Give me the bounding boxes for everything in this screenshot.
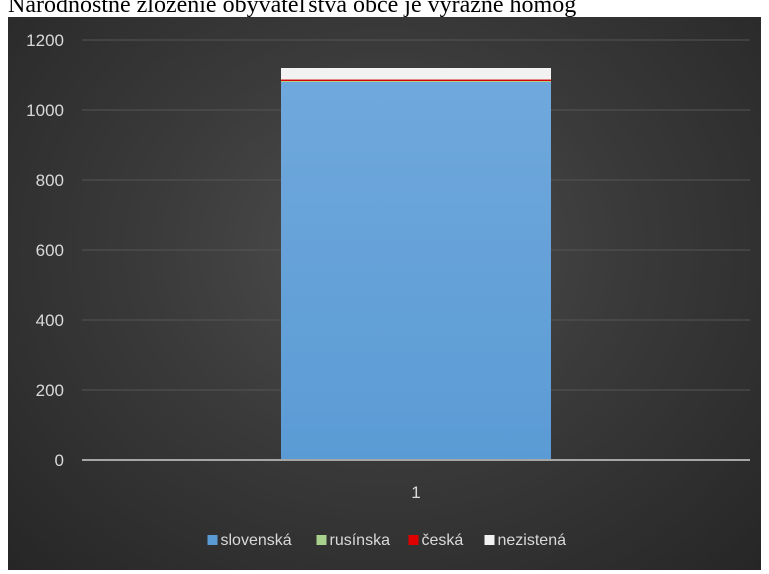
stacked-bar-chart: 0 200 400 600 800 1000 1200 1 slovenská rusínska č… xyxy=(26,31,750,549)
legend-label: česká xyxy=(422,532,464,549)
bar-segment xyxy=(281,80,551,82)
y-tick-label: 600 xyxy=(36,241,64,260)
legend-label: nezistená xyxy=(498,532,567,549)
y-tick-label: 1000 xyxy=(26,101,64,120)
y-tick-label: 0 xyxy=(55,451,64,470)
chart-area: 0 200 400 600 800 1000 1200 1 slovenská rusínska č… xyxy=(8,17,761,570)
bar-segment xyxy=(281,68,551,80)
legend-swatch xyxy=(316,535,327,545)
y-tick-label: 400 xyxy=(36,311,64,330)
y-tick-label: 800 xyxy=(36,171,64,190)
bar-segment xyxy=(281,82,551,460)
legend-label: rusínska xyxy=(330,532,391,549)
page-title: Národnostné zloženie obyvateľstva obce j… xyxy=(8,0,577,18)
y-tick-label: 200 xyxy=(36,381,64,400)
bar-segment xyxy=(281,79,551,81)
x-tick-label: 1 xyxy=(411,483,420,502)
legend-swatch xyxy=(408,535,419,545)
y-tick-label: 1200 xyxy=(26,31,64,50)
legend-swatch xyxy=(484,535,495,545)
legend-swatch xyxy=(207,535,218,545)
legend-label: slovenská xyxy=(221,532,292,549)
